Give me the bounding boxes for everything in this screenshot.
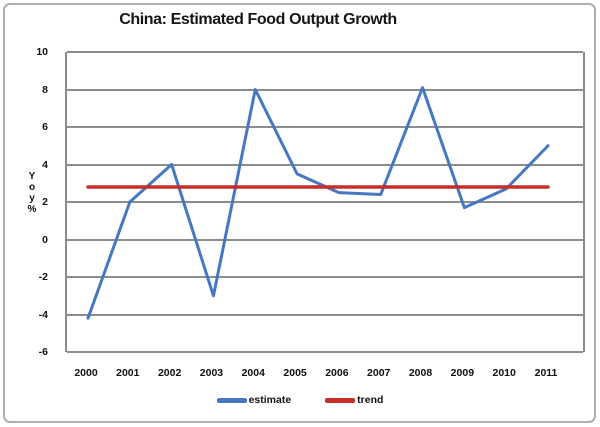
y-tick-label--6: -6 bbox=[38, 346, 48, 358]
line-chart-canvas bbox=[86, 86, 550, 320]
legend-swatch-trend bbox=[325, 397, 356, 403]
gridline-y--4 bbox=[67, 313, 583, 316]
y-axis-title-char: o bbox=[28, 182, 36, 193]
x-tick-label-2003: 2003 bbox=[199, 367, 224, 379]
y-axis-title-char: % bbox=[27, 204, 37, 215]
gridline-y-8 bbox=[67, 88, 583, 91]
x-tick-label-2006: 2006 bbox=[325, 367, 349, 379]
y-tick-label-4: 4 bbox=[42, 158, 48, 171]
gridline-y-4 bbox=[67, 163, 583, 166]
x-tick-label-2001: 2001 bbox=[116, 367, 140, 379]
y-tick-label--4: -4 bbox=[38, 308, 48, 321]
y-tick-label--2: -2 bbox=[38, 271, 48, 283]
legend-label-trend: trend bbox=[357, 394, 384, 406]
y-tick-label-8: 8 bbox=[42, 83, 48, 96]
series-line-estimate bbox=[86, 86, 550, 320]
gridline-y-6 bbox=[67, 126, 583, 128]
x-tick-label-2009: 2009 bbox=[450, 367, 475, 379]
gridline-y-10 bbox=[67, 51, 583, 53]
x-tick-label-2008: 2008 bbox=[408, 367, 433, 379]
y-tick-label-6: 6 bbox=[42, 121, 48, 133]
x-tick-label-2010: 2010 bbox=[492, 367, 516, 379]
gridline-y--6 bbox=[67, 351, 583, 353]
legend-item-estimate: estimate bbox=[216, 394, 292, 406]
x-tick-label-2007: 2007 bbox=[367, 367, 391, 379]
y-tick-label-0: 0 bbox=[42, 233, 48, 246]
x-tick-label-2004: 2004 bbox=[241, 367, 265, 379]
legend-item-trend: trend bbox=[325, 394, 383, 406]
legend: estimate trend bbox=[0, 392, 600, 408]
plot-area bbox=[65, 51, 585, 353]
x-tick-label-2002: 2002 bbox=[157, 367, 182, 379]
y-tick-label-10: 10 bbox=[36, 46, 48, 58]
x-tick-label-2000: 2000 bbox=[74, 367, 98, 379]
x-tick-label-2005: 2005 bbox=[283, 367, 307, 379]
x-tick-label-2011: 2011 bbox=[534, 367, 558, 379]
y-axis-title-char: Y bbox=[28, 171, 36, 182]
y-tick-label-2: 2 bbox=[42, 196, 48, 208]
gridline-y--2 bbox=[67, 276, 583, 278]
gridline-y-0 bbox=[67, 238, 583, 241]
legend-label-estimate: estimate bbox=[248, 394, 292, 406]
gridline-y-2 bbox=[67, 201, 583, 203]
chart-title: China: Estimated Food Output Growth bbox=[119, 11, 397, 28]
y-axis-title-char: y bbox=[29, 193, 35, 204]
legend-swatch-estimate bbox=[216, 397, 247, 403]
